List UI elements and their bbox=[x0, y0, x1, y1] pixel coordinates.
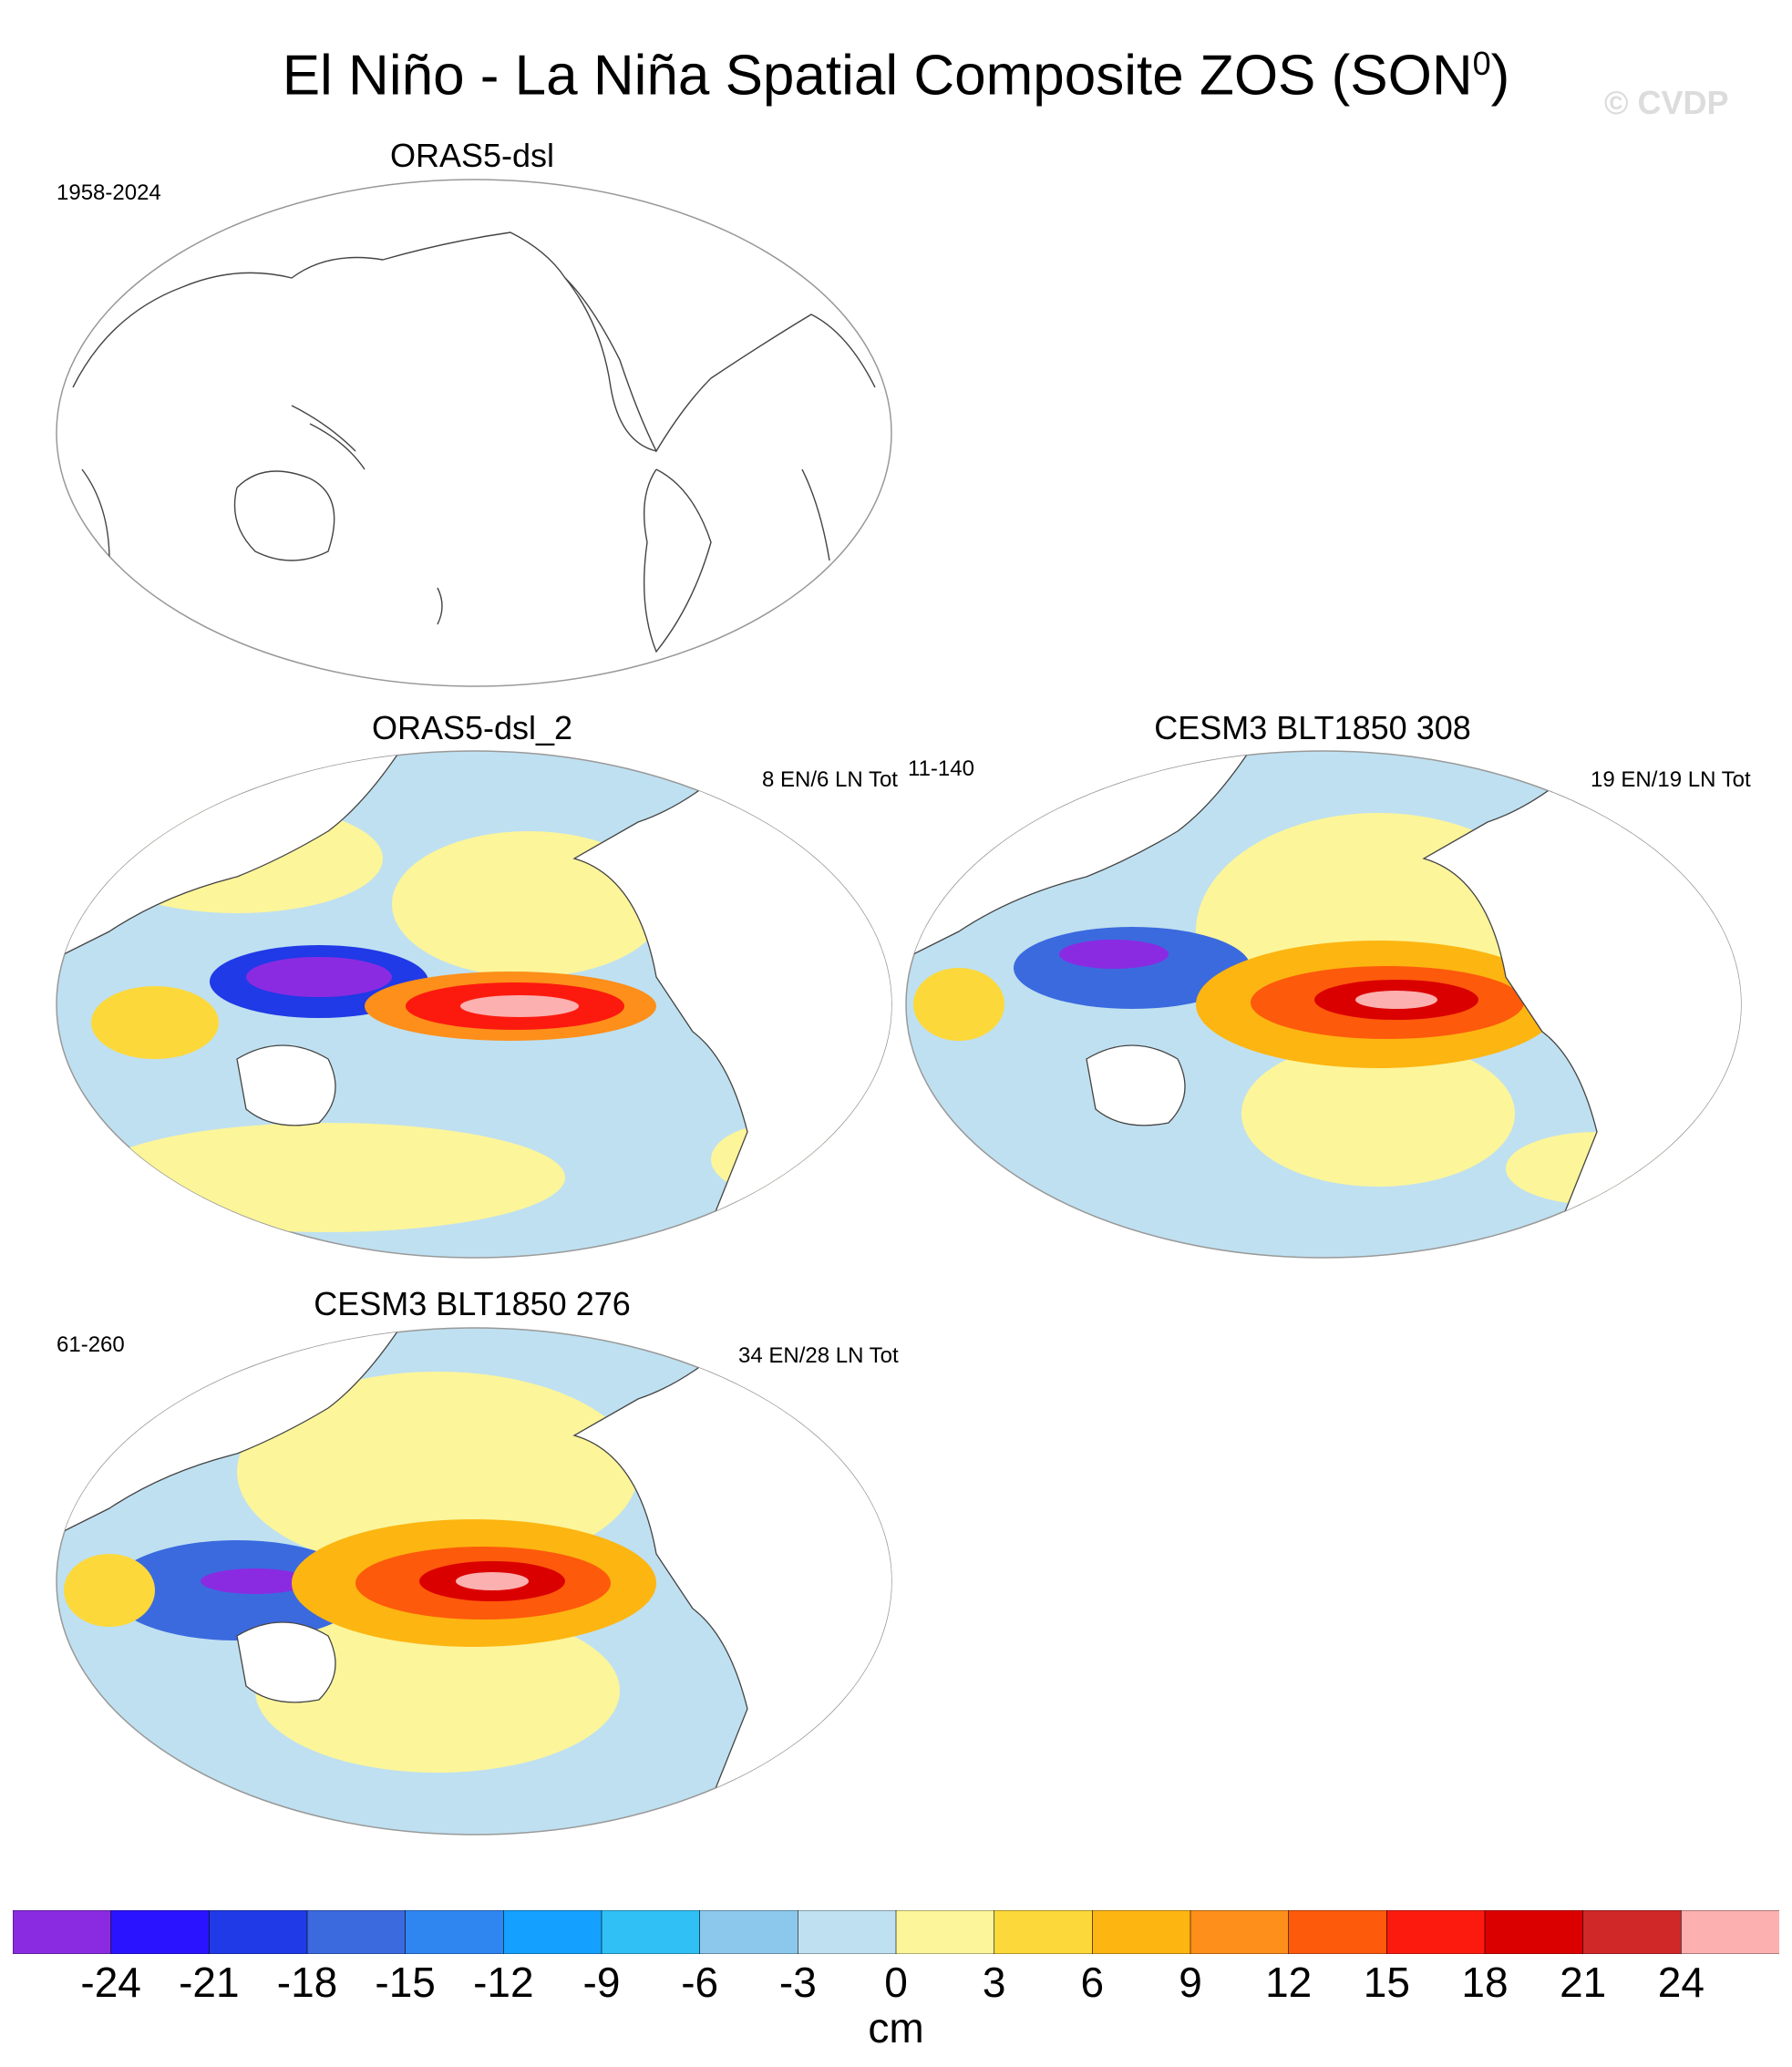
colorbar-tick-label: 12 bbox=[1265, 1959, 1313, 2006]
panel-2-title: ORAS5-dsl_2 bbox=[371, 709, 573, 746]
panel-3-period: 11-140 bbox=[908, 756, 974, 781]
colorbar-units: cm bbox=[868, 2004, 924, 2052]
panel-1-map bbox=[56, 179, 892, 687]
colorbar-tick-label: -9 bbox=[582, 1959, 621, 2006]
panel-2-map bbox=[56, 750, 892, 1259]
panel-4-counts: 34 EN/28 LN Tot bbox=[738, 1343, 899, 1368]
colorbar-tick-label: 21 bbox=[1560, 1959, 1607, 2006]
colorbar-swatch bbox=[1190, 1910, 1290, 1954]
colorbar-tick-label: -6 bbox=[681, 1959, 719, 2006]
panel-4-title: CESM3 BLT1850 276 bbox=[314, 1285, 631, 1322]
cvdp-watermark: © CVDP bbox=[1604, 84, 1729, 121]
colorbar-swatch bbox=[13, 1910, 112, 1954]
colorbar-swatch bbox=[1681, 1910, 1779, 1954]
colorbar-swatch bbox=[503, 1910, 602, 1954]
colorbar-swatch bbox=[1582, 1910, 1683, 1954]
colorbar-swatch bbox=[895, 1910, 995, 1954]
panel-4-period: 61-260 bbox=[57, 1332, 125, 1357]
colorbar-tick-label: -24 bbox=[80, 1959, 141, 2006]
colorbar-swatch bbox=[601, 1910, 701, 1954]
panel-1-coastlines bbox=[72, 231, 876, 653]
colorbar-tick-label: -15 bbox=[375, 1959, 436, 2006]
colorbar-swatch bbox=[994, 1910, 1094, 1954]
colorbar-swatch bbox=[1288, 1910, 1388, 1954]
colorbar-swatch bbox=[110, 1910, 211, 1954]
panel-3-counts: 19 EN/19 LN Tot bbox=[1591, 767, 1751, 792]
colorbar-tick-label: -3 bbox=[778, 1959, 817, 2006]
colorbar-swatch bbox=[798, 1910, 897, 1954]
panel-2-counts: 8 EN/6 LN Tot bbox=[762, 767, 898, 792]
panel-3-map bbox=[905, 750, 1742, 1259]
colorbar-swatches bbox=[13, 1910, 1779, 1954]
colorbar-swatch bbox=[209, 1910, 308, 1954]
colorbar-tick-label: -21 bbox=[179, 1959, 240, 2006]
colorbar-swatch bbox=[699, 1910, 799, 1954]
panel-4-field bbox=[64, 1372, 656, 1773]
colorbar-swatch bbox=[306, 1910, 407, 1954]
panel-3-title: CESM3 BLT1850 308 bbox=[1154, 709, 1471, 746]
colorbar-tick-label: 3 bbox=[982, 1959, 1006, 2006]
colorbar-tick-label: 24 bbox=[1657, 1959, 1704, 2006]
colorbar bbox=[13, 1910, 1779, 1954]
colorbar-tick-label: 9 bbox=[1179, 1959, 1202, 2006]
panel-1-period: 1958-2024 bbox=[57, 180, 161, 205]
panel-1-title: ORAS5-dsl bbox=[389, 137, 555, 174]
colorbar-tick-label: -18 bbox=[276, 1959, 338, 2006]
colorbar-tick-label: 6 bbox=[1080, 1959, 1105, 2006]
colorbar-tick-label: 15 bbox=[1363, 1959, 1410, 2006]
colorbar-swatch bbox=[1092, 1910, 1191, 1954]
panel-4-map bbox=[56, 1327, 892, 1836]
colorbar-swatch bbox=[1386, 1910, 1486, 1954]
colorbar-swatch bbox=[1484, 1910, 1584, 1954]
colorbar-tick-label: 18 bbox=[1461, 1959, 1509, 2006]
figure-title: El Niño - La Niña Spatial Composite ZOS … bbox=[282, 44, 1510, 108]
colorbar-tick-label: -12 bbox=[473, 1959, 534, 2006]
colorbar-tick-label: 0 bbox=[884, 1959, 908, 2006]
colorbar-swatch bbox=[405, 1910, 505, 1954]
